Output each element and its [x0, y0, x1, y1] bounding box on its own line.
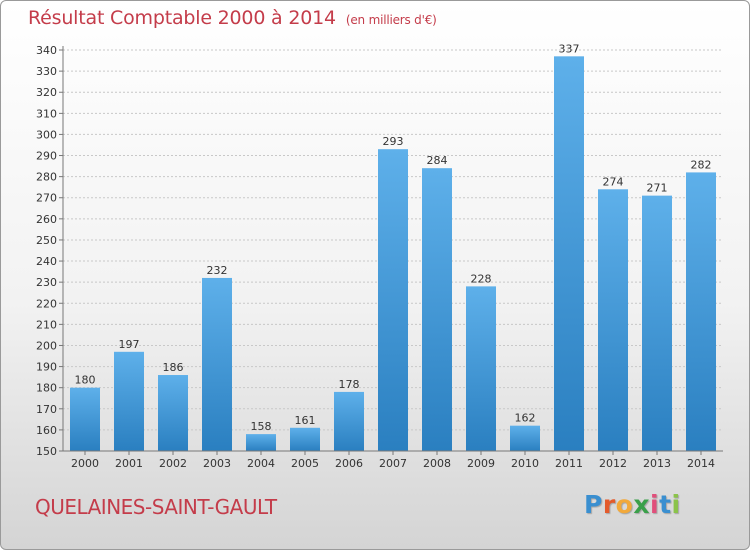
bar-value-label: 161 — [295, 414, 316, 427]
y-tick-label: 210 — [36, 318, 57, 331]
y-tick-label: 300 — [36, 128, 57, 141]
bar — [246, 434, 276, 451]
bar — [686, 172, 716, 451]
y-tick-label: 270 — [36, 192, 57, 205]
bars — [70, 56, 716, 452]
bar — [510, 425, 540, 451]
bar-value-label: 197 — [119, 338, 140, 351]
bar — [114, 351, 144, 451]
bar-value-label: 271 — [647, 182, 668, 195]
x-tick-label: 2000 — [71, 457, 99, 470]
chart-title-text: Résultat Comptable 2000 à 2014 — [28, 7, 336, 29]
y-tick-label: 250 — [36, 234, 57, 247]
x-tick-label: 2010 — [511, 457, 539, 470]
y-tick-label: 190 — [36, 361, 57, 374]
bar-value-label: 232 — [207, 264, 228, 277]
y-tick-label: 260 — [36, 213, 57, 226]
bar — [202, 277, 232, 451]
axes — [62, 46, 723, 452]
x-axis-ticks: 2000 2001 2002 2003 2004 2005 2006 2007 2008 2009… — [71, 451, 715, 470]
y-axis-ticks: 150 160 170 180 190 200 210 220 230 240 250 260 270 2… — [36, 44, 63, 458]
logo-letter: i — [650, 490, 660, 519]
x-tick-label: 2012 — [599, 457, 627, 470]
x-tick-label: 2008 — [423, 457, 451, 470]
y-tick-label: 320 — [36, 86, 57, 99]
y-tick-label: 180 — [36, 382, 57, 395]
x-tick-label: 2014 — [687, 457, 715, 470]
bar-value-label: 282 — [691, 158, 712, 171]
x-tick-label: 2003 — [203, 457, 231, 470]
logo-letter: t — [659, 490, 672, 519]
chart-title: Résultat Comptable 2000 à 2014 (en millie… — [28, 7, 437, 29]
logo-letter: o — [615, 490, 634, 519]
bar-value-label: 180 — [75, 374, 96, 387]
y-tick-label: 310 — [36, 107, 57, 120]
logo-letter: P — [584, 490, 603, 519]
chart-unit-note: (en milliers d'€) — [345, 13, 437, 27]
y-tick-label: 330 — [36, 65, 57, 78]
y-tick-label: 280 — [36, 171, 57, 184]
y-tick-label: 170 — [36, 403, 57, 416]
data-labels: 180 197 186 232 158 161 178 293 284 228 162 337 274 2… — [75, 42, 712, 433]
bar-value-label: 274 — [603, 175, 624, 188]
x-tick-label: 2011 — [555, 457, 583, 470]
y-tick-label: 200 — [36, 339, 57, 352]
bar — [554, 56, 584, 452]
y-tick-label: 340 — [36, 44, 57, 57]
x-tick-label: 2005 — [291, 457, 319, 470]
bar — [158, 375, 188, 451]
bar — [598, 189, 628, 451]
y-tick-label: 220 — [36, 297, 57, 310]
x-tick-label: 2004 — [247, 457, 275, 470]
logo-letter: x — [633, 490, 650, 519]
bar — [290, 427, 320, 451]
commune-name: QUELAINES-SAINT-GAULT — [35, 495, 277, 519]
bar-value-label: 228 — [471, 272, 492, 285]
logo-letter: r — [602, 490, 616, 519]
bar-value-label: 158 — [251, 420, 272, 433]
x-tick-label: 2009 — [467, 457, 495, 470]
bar-value-label: 293 — [383, 135, 404, 148]
y-tick-label: 240 — [36, 255, 57, 268]
y-tick-label: 230 — [36, 276, 57, 289]
x-tick-label: 2006 — [335, 457, 363, 470]
x-tick-label: 2007 — [379, 457, 407, 470]
bar-value-label: 337 — [559, 42, 580, 55]
bar-value-label: 162 — [515, 412, 536, 425]
x-tick-label: 2001 — [115, 457, 143, 470]
y-tick-label: 160 — [36, 424, 57, 437]
bar — [378, 149, 408, 451]
x-tick-label: 2013 — [643, 457, 671, 470]
y-tick-label: 290 — [36, 150, 57, 163]
y-tick-label: 150 — [36, 445, 57, 458]
bar — [334, 391, 364, 451]
bar-value-label: 186 — [163, 361, 184, 374]
logo-letter: i — [671, 490, 681, 519]
x-tick-label: 2002 — [159, 457, 187, 470]
bar — [422, 168, 452, 452]
bar — [70, 387, 100, 451]
bar — [466, 286, 496, 451]
bar-value-label: 284 — [427, 154, 448, 167]
bar — [642, 195, 672, 451]
bar-value-label: 178 — [339, 378, 360, 391]
proxiti-logo[interactable]: Proxiti — [584, 490, 681, 519]
